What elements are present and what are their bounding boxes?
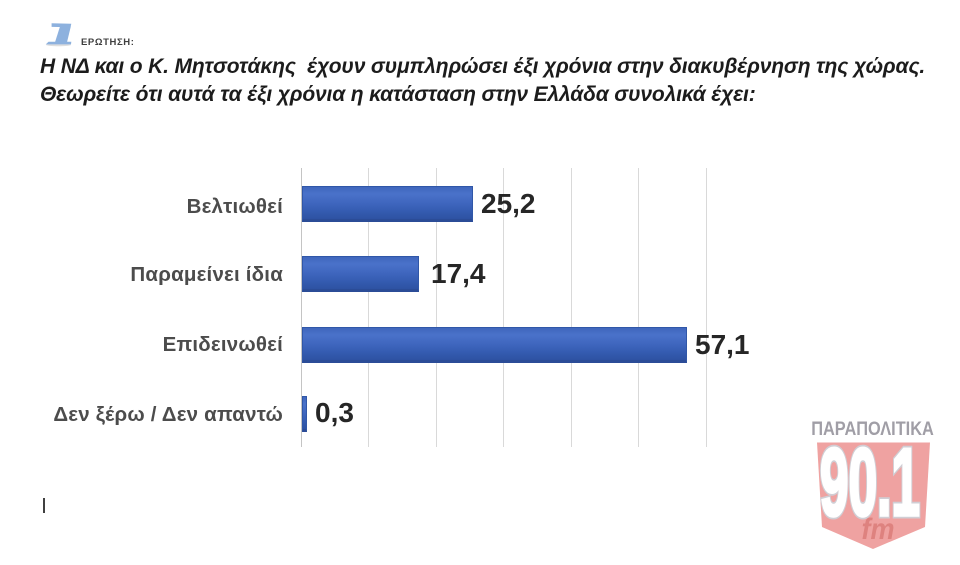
svg-text:90.1: 90.1 [820,438,920,536]
svg-text:90.1: 90.1 [820,438,920,536]
svg-text:fm: fm [862,513,895,547]
svg-text:ΠΑΡΑΠΟΛΙΤΙΚΑ: ΠΑΡΑΠΟΛΙΤΙΚΑ [811,418,934,439]
